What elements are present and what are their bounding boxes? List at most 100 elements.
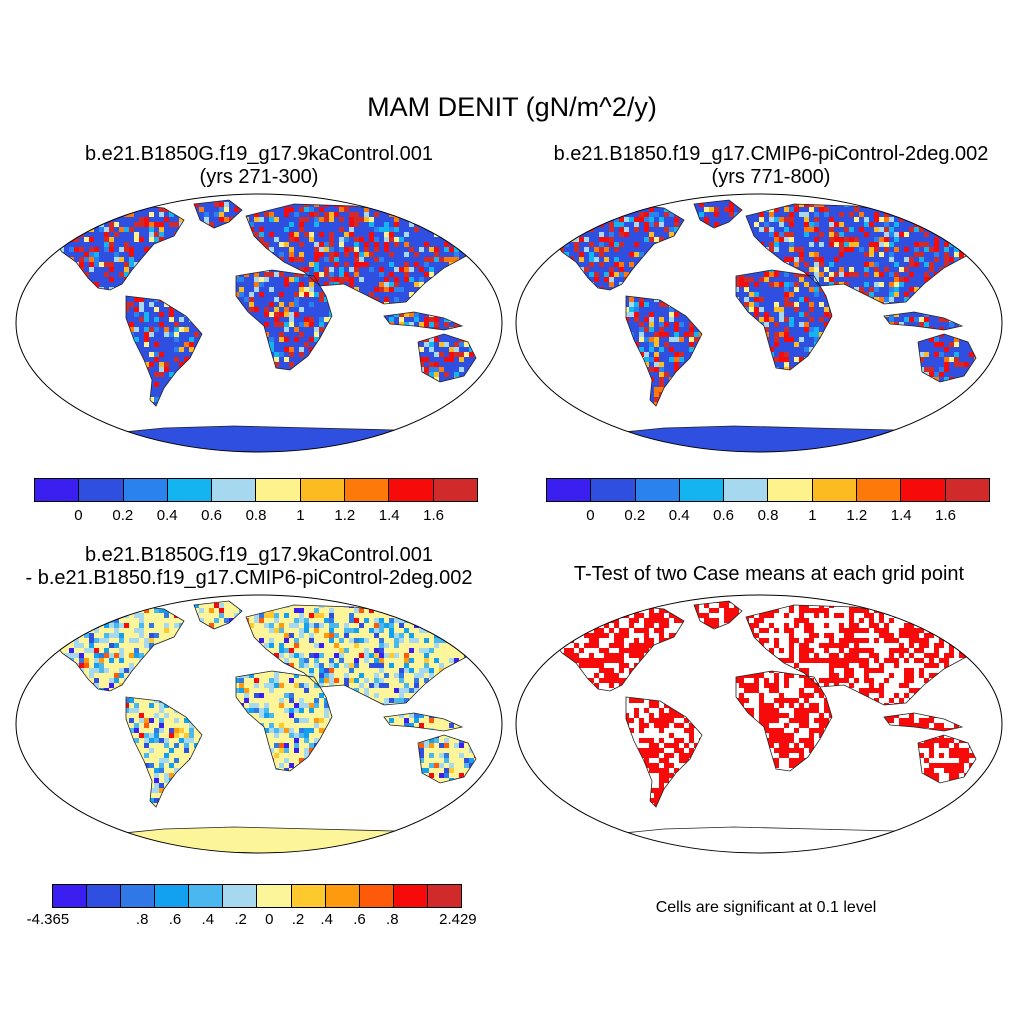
map-grid-cell	[864, 342, 869, 347]
map-grid-cell	[664, 242, 669, 247]
map-grid-cell	[449, 247, 454, 252]
map-grid-cell	[259, 392, 264, 397]
map-grid-cell	[689, 322, 694, 327]
map-grid-cell	[619, 232, 624, 237]
map-grid-cell	[389, 332, 394, 337]
map-grid-cell	[834, 387, 839, 392]
map-grid-cell	[354, 212, 359, 217]
map-grid-cell	[344, 272, 349, 277]
map-grid-cell	[94, 382, 99, 387]
map-grid-cell	[539, 417, 544, 422]
map-grid-cell	[494, 402, 499, 407]
map-grid-cell	[254, 653, 259, 658]
map-grid-cell	[999, 262, 1004, 267]
map-grid-cell	[554, 217, 559, 222]
map-grid-cell	[389, 623, 394, 628]
map-grid-cell	[859, 337, 864, 342]
map-grid-cell	[104, 312, 109, 317]
map-grid-cell	[84, 332, 89, 337]
map-grid-cell	[479, 312, 484, 317]
map-grid-cell	[344, 297, 349, 302]
map-grid-cell	[254, 200, 259, 202]
map-grid-cell	[404, 387, 409, 392]
map-grid-cell	[109, 302, 114, 307]
map-grid-cell	[729, 407, 734, 412]
map-grid-cell	[674, 217, 679, 222]
map-grid-cell	[844, 312, 849, 317]
map-grid-cell	[779, 332, 784, 337]
map-grid-cell	[114, 252, 119, 257]
map-grid-cell	[819, 347, 824, 352]
map-grid-cell	[214, 327, 219, 332]
map-grid-cell	[824, 287, 829, 292]
map-grid-cell	[329, 272, 334, 277]
map-grid-cell	[969, 332, 974, 337]
map-grid-cell	[304, 618, 309, 623]
map-grid-cell	[84, 207, 89, 212]
map-grid-cell	[189, 262, 194, 267]
map-grid-cell	[144, 337, 149, 342]
map-grid-cell	[454, 633, 459, 638]
map-grid-cell	[369, 663, 374, 668]
map-grid-cell	[679, 292, 684, 297]
map-grid-cell	[254, 247, 259, 252]
map-grid-cell	[964, 292, 969, 297]
map-grid-cell	[339, 242, 344, 247]
map-grid-cell	[619, 207, 624, 212]
map-grid-cell	[94, 247, 99, 252]
map-grid-cell	[394, 200, 399, 202]
map-grid-cell	[364, 362, 369, 367]
map-grid-cell	[839, 342, 844, 347]
map-grid-cell	[249, 417, 254, 422]
map-grid-cell	[379, 282, 384, 287]
map-grid-cell	[39, 618, 44, 623]
map-grid-cell	[364, 352, 369, 357]
map-grid-cell	[944, 200, 949, 202]
map-grid-cell	[449, 347, 454, 352]
map-grid-cell	[189, 593, 194, 598]
map-grid-cell	[844, 382, 849, 387]
map-grid-cell	[234, 242, 239, 247]
map-grid-cell	[879, 362, 884, 367]
map-grid-cell	[839, 247, 844, 252]
map-grid-cell	[769, 397, 774, 402]
map-grid-cell	[529, 402, 534, 407]
map-grid-cell	[924, 272, 929, 277]
map-grid-cell	[329, 212, 334, 217]
map-grid-cell	[464, 192, 469, 197]
map-grid-cell	[449, 658, 454, 663]
map-grid-cell	[609, 282, 614, 287]
map-grid-cell	[809, 252, 814, 257]
map-grid-cell	[124, 307, 129, 312]
map-grid-cell	[384, 372, 389, 377]
map-grid-cell	[274, 357, 279, 362]
map-grid-cell	[359, 277, 364, 282]
map-grid-cell	[999, 247, 1004, 252]
map-grid-cell	[239, 287, 244, 292]
map-grid-cell	[374, 257, 379, 262]
map-grid-cell	[994, 212, 999, 217]
map-grid-cell	[499, 202, 504, 207]
map-grid-cell	[149, 332, 154, 337]
map-grid-cell	[494, 678, 499, 683]
map-grid-cell	[64, 342, 69, 347]
map-grid-cell	[254, 272, 259, 277]
map-grid-cell	[714, 392, 719, 397]
map-grid-cell	[274, 372, 279, 377]
map-grid-cell	[324, 367, 329, 372]
map-grid-cell	[50, 267, 54, 272]
map-grid-cell	[184, 603, 189, 608]
map-grid-cell	[879, 252, 884, 257]
map-grid-cell	[189, 227, 194, 232]
map-grid-cell	[209, 382, 214, 387]
map-grid-cell	[39, 227, 44, 232]
map-grid-cell	[179, 317, 184, 322]
map-grid-cell	[109, 372, 114, 377]
map-grid-cell	[259, 387, 264, 392]
map-grid-cell	[869, 262, 874, 267]
map-grid-cell	[394, 372, 399, 377]
map-grid-cell	[399, 352, 404, 357]
map-grid-cell	[244, 623, 249, 628]
map-grid-cell	[224, 357, 229, 362]
map-grid-cell	[74, 417, 79, 422]
